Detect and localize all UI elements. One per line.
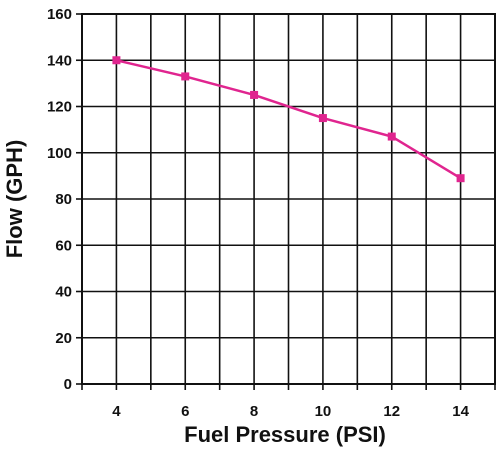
y-tick-label: 20 — [55, 330, 72, 347]
data-point-marker — [112, 56, 121, 65]
y-tick-label: 80 — [55, 191, 72, 208]
y-tick-label: 160 — [47, 6, 72, 23]
data-point-marker — [456, 174, 465, 183]
y-tick-label: 100 — [47, 145, 72, 162]
x-tick-label: 14 — [452, 403, 469, 420]
x-tick-label: 12 — [383, 403, 400, 420]
x-axis-tick-labels: 4 6 8 10 12 14 — [81, 384, 496, 420]
grid-lines — [82, 14, 495, 384]
series-line — [116, 59, 462, 180]
x-tick-label: 10 — [315, 403, 332, 420]
data-point-marker — [387, 132, 396, 141]
y-tick-label: 0 — [64, 376, 72, 393]
y-tick-label: 40 — [55, 284, 72, 301]
x-tick-label: 6 — [181, 403, 189, 420]
y-tick-label: 60 — [55, 237, 72, 254]
y-tick-label: 120 — [47, 99, 72, 116]
data-point-marker — [181, 72, 190, 81]
data-point-marker — [250, 90, 259, 99]
series-layer — [112, 56, 465, 183]
x-tick-label: 4 — [112, 403, 121, 420]
y-axis-tick-labels: 0 20 40 60 80 100 120 140 160 — [47, 6, 82, 393]
y-tick-label: 140 — [47, 52, 72, 69]
x-axis-title: Fuel Pressure (PSI) — [184, 422, 386, 447]
y-axis-title: Flow (GPH) — [2, 140, 27, 259]
data-point-marker — [318, 114, 327, 123]
x-tick-label: 8 — [250, 403, 258, 420]
